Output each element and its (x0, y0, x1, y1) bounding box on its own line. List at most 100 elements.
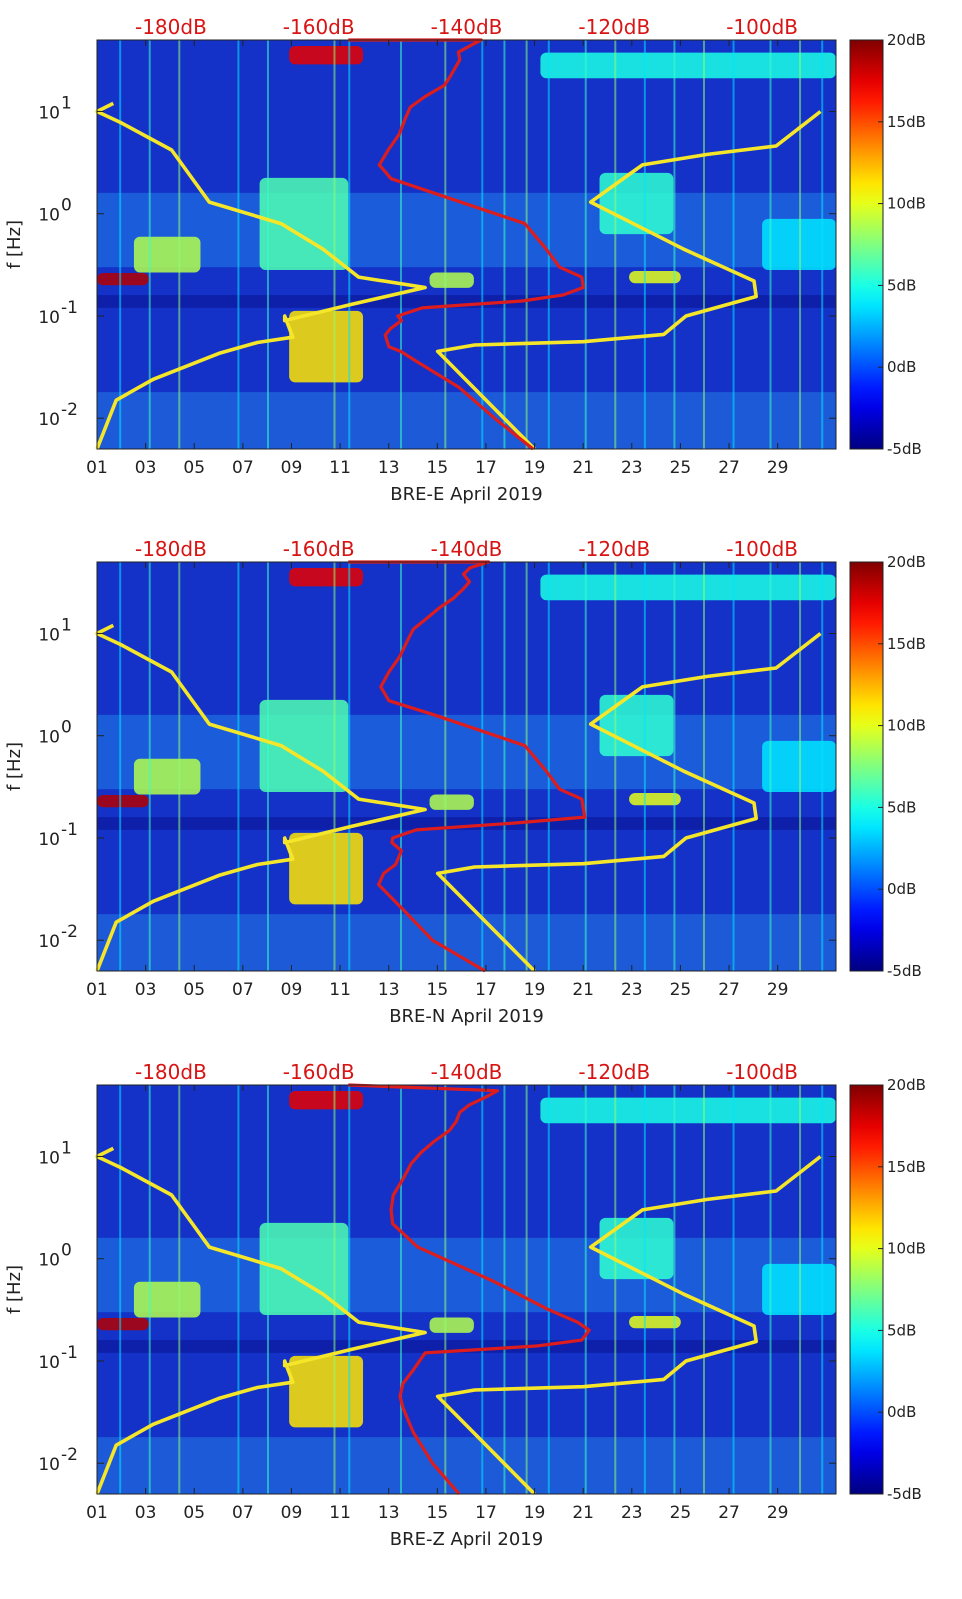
spectrogram-energy-patch (289, 46, 364, 65)
y-tick-exponent: -2 (61, 1445, 78, 1465)
spectrogram-transient-streak (178, 562, 181, 971)
spectrogram-transient-streak (444, 40, 447, 449)
spectrogram-transient-streak (399, 1085, 402, 1494)
spectrogram-transient-streak (614, 40, 617, 449)
colorbar-tick-label: 5dB (887, 798, 916, 816)
colorbar (849, 39, 884, 450)
colorbar-tick-label: 15dB (887, 635, 926, 653)
spectrogram-dark-band (97, 1340, 836, 1353)
colorbar-tick-label: 20dB (887, 31, 926, 49)
noise-model-low-curve (95, 623, 427, 972)
y-axis-label: f [Hz] (4, 742, 25, 791)
spectrogram-transient-streak (702, 1085, 705, 1494)
spectrogram-transient-streak (148, 40, 151, 449)
spectrogram-transient-streak (769, 562, 772, 971)
colorbar-tick-label: 10dB (887, 195, 926, 213)
x-tick-label: 05 (183, 1503, 205, 1523)
y-tick-label: 10 (38, 308, 60, 328)
spectrogram-transient-streak (702, 562, 705, 971)
spectrogram-transient-streak (769, 40, 772, 449)
spectrogram-band-lowfreq (97, 392, 836, 449)
x-tick-label: 19 (524, 458, 546, 478)
spectrogram-transient-streak (503, 562, 506, 971)
x-tick-label: 27 (718, 458, 740, 478)
spectrogram-energy-patch (599, 172, 674, 235)
colorbar (849, 561, 884, 972)
colorbar-tick-label: -5dB (887, 962, 922, 980)
spectrogram-energy-patch (259, 699, 349, 792)
colorbar-tick-label: 15dB (887, 113, 926, 131)
spectrogram-energy-patch (289, 832, 364, 905)
spectrogram-transient-streak (799, 562, 802, 971)
top-db-label: -100dB (726, 537, 798, 561)
x-tick-label: 29 (767, 458, 789, 478)
colorbar-tick-label: 10dB (887, 1240, 926, 1258)
y-tick-label: 10 (38, 932, 60, 952)
spectrogram-transient-streak (481, 562, 484, 971)
colorbar-tick-label: 5dB (887, 1321, 916, 1339)
spectrogram-transient-streak (799, 40, 802, 449)
y-tick-label: 10 (38, 1353, 60, 1373)
x-tick-label: 09 (281, 980, 303, 1000)
x-tick-label: 05 (183, 458, 205, 478)
x-axis-label: BRE-N April 2019 (389, 1006, 544, 1027)
spectrogram-transient-streak (732, 40, 735, 449)
spectrogram-transient-streak (237, 1085, 240, 1494)
spectrogram-transient-streak (119, 1085, 122, 1494)
x-tick-label: 15 (427, 980, 449, 1000)
station-median-curve (348, 560, 587, 973)
x-tick-label: 27 (718, 1503, 740, 1523)
plot-frame (96, 561, 837, 972)
colorbar-tick-label: 20dB (887, 1076, 926, 1094)
spectrogram-dark-band (97, 817, 836, 830)
top-db-label: -180dB (135, 1060, 207, 1084)
spectrogram-energy-patch (629, 270, 681, 284)
spectrogram-transient-streak (525, 40, 528, 449)
y-tick-label: 10 (38, 1455, 60, 1475)
spectrogram-transient-streak (333, 40, 336, 449)
x-tick-label: 29 (767, 980, 789, 1000)
noise-model-high-curve (435, 632, 822, 973)
top-db-label: -180dB (135, 537, 207, 561)
x-tick-label: 03 (135, 458, 157, 478)
x-tick-label: 01 (86, 980, 108, 1000)
spectrogram-transient-streak (348, 40, 351, 449)
x-tick-label: 07 (232, 980, 254, 1000)
spectrogram-energy-patch (133, 1281, 201, 1318)
x-tick-label: 01 (86, 1503, 108, 1523)
top-db-label: -160dB (283, 15, 355, 39)
x-tick-label: 13 (378, 980, 400, 1000)
colorbar-tick-label: -5dB (887, 440, 922, 458)
spectrogram-transient-streak (266, 562, 269, 971)
spectrogram-energy-patch (429, 1317, 474, 1333)
spectrogram-energy-patch (599, 1217, 674, 1280)
spectrogram-transient-streak (821, 1085, 824, 1494)
spectrogram-energy-patch (629, 792, 681, 806)
colorbar-tick-label: 20dB (887, 553, 926, 571)
spectrogram-transient-streak (614, 562, 617, 971)
x-tick-label: 19 (524, 1503, 546, 1523)
spectrogram-transient-streak (732, 562, 735, 971)
spectrogram-transient-streak (444, 1085, 447, 1494)
spectrogram-energy-patch (259, 177, 349, 270)
spectrogram-band-lowfreq (97, 1437, 836, 1494)
x-tick-label: 13 (378, 1503, 400, 1523)
station-median-curve (348, 38, 585, 451)
y-tick-label: 10 (38, 1148, 60, 1168)
y-tick-exponent: 0 (61, 1241, 72, 1261)
y-tick-exponent: -1 (61, 1343, 78, 1363)
spectrogram-energy-patch (429, 794, 474, 810)
x-tick-label: 11 (329, 1503, 351, 1523)
y-tick-label: 10 (38, 728, 60, 748)
x-tick-label: 23 (621, 1503, 643, 1523)
spectrogram-transient-streak (481, 40, 484, 449)
y-axis-label: f [Hz] (4, 220, 25, 269)
x-tick-label: 01 (86, 458, 108, 478)
spectrogram-transient-streak (333, 1085, 336, 1494)
x-tick-label: 09 (281, 458, 303, 478)
spectrogram-transient-streak (237, 40, 240, 449)
spectrogram-transient-streak (643, 1085, 646, 1494)
spectrogram-transient-streak (119, 40, 122, 449)
